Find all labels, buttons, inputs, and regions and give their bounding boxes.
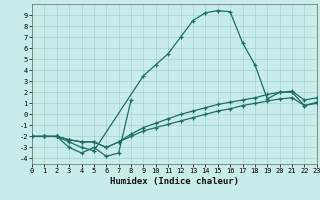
X-axis label: Humidex (Indice chaleur): Humidex (Indice chaleur) — [110, 177, 239, 186]
